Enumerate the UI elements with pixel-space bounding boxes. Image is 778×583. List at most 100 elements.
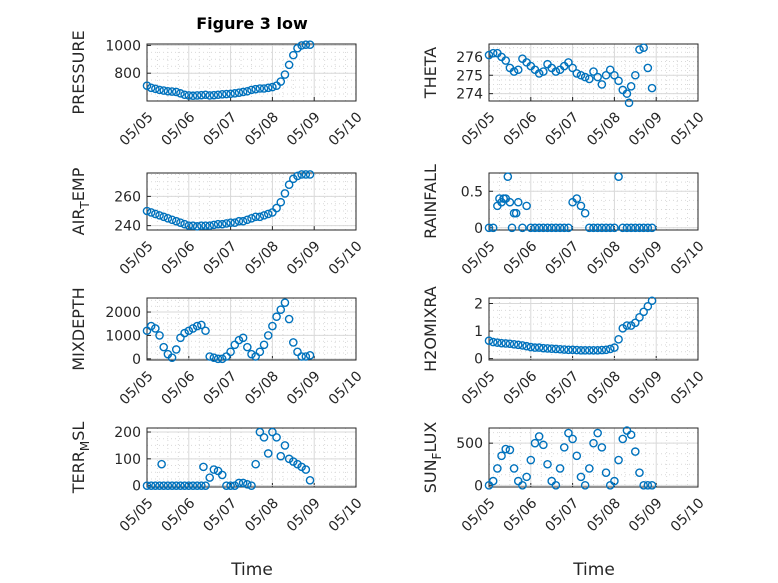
x-tick-label: 05/07	[200, 238, 240, 278]
data-point	[639, 223, 648, 233]
axes-border	[488, 297, 699, 361]
x-tick-label: 05/07	[542, 238, 582, 278]
data-point	[601, 70, 611, 80]
data-point	[635, 312, 644, 322]
data-point	[643, 63, 653, 73]
data-point	[305, 475, 315, 485]
data-point	[551, 344, 561, 354]
data-point	[192, 91, 202, 100]
data-point	[222, 89, 231, 99]
data-point	[555, 464, 565, 473]
data-point	[209, 465, 219, 474]
data-point	[259, 84, 269, 93]
data-point	[564, 428, 573, 438]
data-point	[493, 338, 502, 347]
data-point	[163, 481, 173, 490]
x-tick-label: 05/05	[117, 109, 157, 149]
data-point	[597, 443, 607, 452]
data-point	[263, 331, 273, 340]
subplot-6: 05/05 05/06 05/07 05/08 05/09 05/10 0 1 2 H2OMIXR…	[421, 286, 708, 408]
data-point	[276, 305, 286, 314]
data-point	[234, 88, 244, 97]
data-point	[484, 336, 494, 346]
y-tick-label: 500	[456, 436, 483, 452]
data-point	[284, 180, 294, 189]
axes-border	[146, 43, 357, 102]
data-point	[226, 89, 235, 99]
data-point	[593, 346, 602, 355]
data-point	[163, 86, 173, 96]
data-point	[488, 476, 498, 486]
data-point	[501, 56, 511, 65]
data-point	[526, 223, 536, 233]
data-point	[288, 338, 298, 347]
data-point	[576, 346, 586, 355]
data-point	[576, 70, 586, 80]
subplot-7: 05/05 05/06 05/07 05/08 05/09 05/10 0 100 200 TER…	[69, 422, 366, 536]
data-point	[488, 48, 498, 58]
data-point	[513, 197, 523, 207]
data-point	[176, 333, 185, 343]
data-point	[564, 345, 573, 355]
subplot-5: 05/05 05/06 05/07 05/08 05/09 05/10 0 1000 2000 M…	[69, 287, 366, 408]
data-point	[176, 481, 185, 490]
data-point	[635, 45, 644, 54]
data-point	[643, 301, 653, 311]
data-point	[624, 98, 634, 108]
data-point	[188, 91, 198, 101]
data-point	[618, 223, 628, 233]
x-tick-label: 05/06	[159, 495, 199, 535]
x-tick-label: 05/09	[626, 368, 666, 408]
data-point	[511, 208, 521, 218]
data-point	[247, 349, 256, 359]
data-point	[509, 464, 519, 473]
data-point	[230, 89, 240, 98]
data-point	[142, 326, 152, 336]
data-point	[647, 481, 657, 490]
data-point	[247, 481, 256, 490]
data-point	[639, 307, 648, 317]
subplot-4: 05/05 05/06 05/07 05/08 05/09 05/10 0 0.5 RAINFA…	[421, 164, 708, 278]
data-point	[622, 321, 632, 330]
x-tick-label: 05/10	[326, 109, 366, 149]
y-tick-label: 100	[114, 452, 141, 468]
data-point	[188, 324, 198, 333]
x-tick-label: 05/10	[668, 495, 708, 535]
data-point	[631, 70, 640, 80]
data-point	[234, 335, 244, 345]
data-point	[159, 212, 169, 222]
data-point	[247, 85, 256, 95]
data-point	[171, 345, 181, 354]
x-tick-label: 05/07	[542, 368, 582, 408]
data-point	[576, 201, 586, 211]
data-point	[301, 40, 311, 49]
x-tick-label: 05/08	[242, 109, 282, 149]
y-tick-label: 276	[456, 50, 483, 66]
data-point	[146, 83, 156, 93]
data-point	[647, 223, 657, 233]
data-point	[568, 434, 577, 444]
data-point	[159, 342, 169, 352]
x-tick-label: 05/06	[159, 368, 199, 408]
y-axis-label: RAINFALL	[421, 164, 440, 239]
data-point	[247, 214, 256, 223]
data-point	[589, 67, 598, 76]
data-point	[217, 354, 227, 364]
data-point	[301, 352, 311, 361]
data-point	[263, 83, 273, 93]
axes-border	[488, 43, 699, 102]
data-point	[618, 434, 628, 444]
data-point	[251, 212, 260, 222]
data-point	[493, 464, 502, 473]
x-tick-label: 05/09	[626, 238, 666, 278]
axes-border	[146, 172, 357, 231]
data-point	[226, 481, 235, 490]
data-point	[251, 84, 260, 94]
data-point	[197, 320, 206, 330]
data-point	[263, 209, 273, 219]
data-point	[205, 221, 214, 230]
data-point	[610, 223, 619, 233]
data-point	[192, 222, 202, 231]
data-point	[255, 212, 265, 222]
data-point	[643, 481, 653, 490]
